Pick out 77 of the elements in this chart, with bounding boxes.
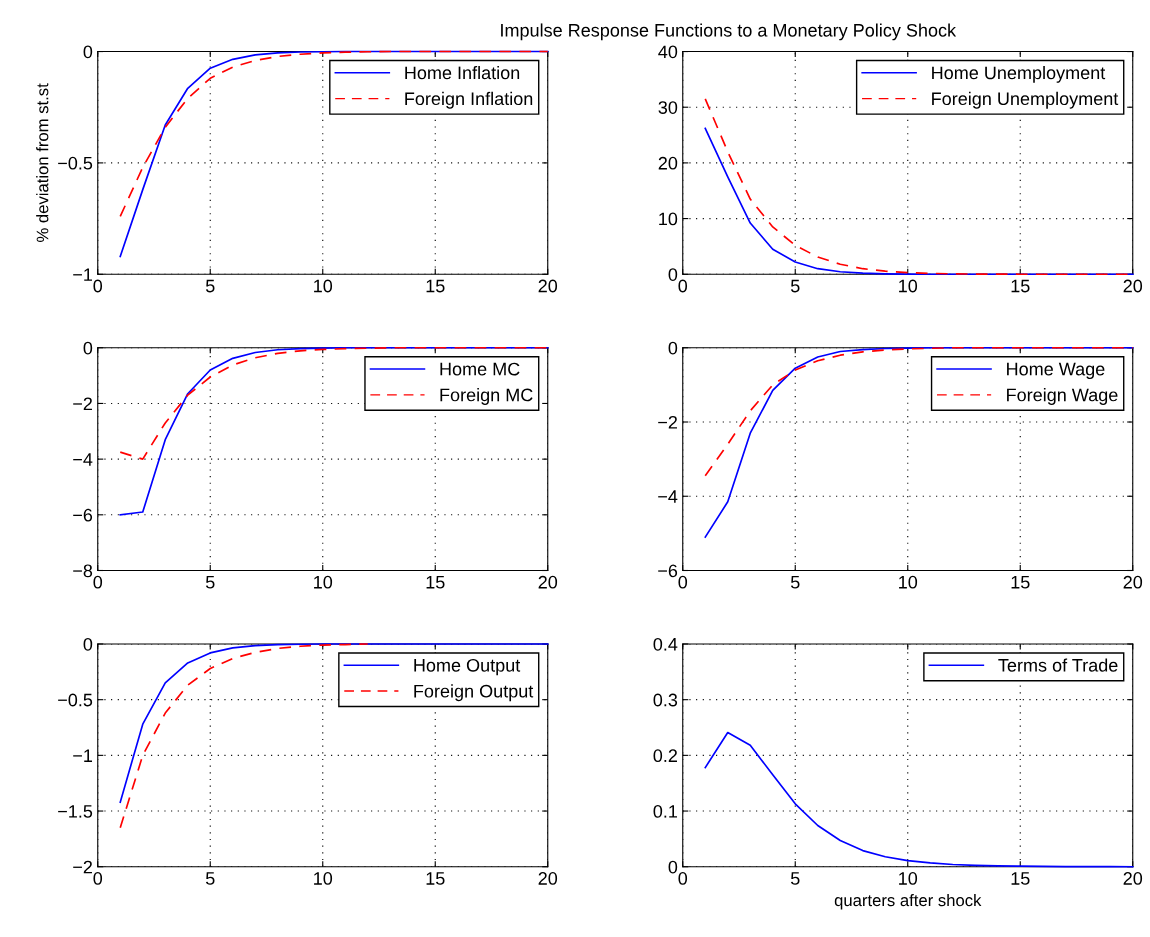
y-tick-label: 0 [668,860,678,874]
x-tick-label: 10 [314,575,333,589]
y-tick-label: 0 [83,637,93,651]
x-tick-label: 10 [314,872,333,885]
x-tick-label: 0 [93,575,103,589]
y-tick-label: −6 [73,508,93,522]
line-series [119,50,549,218]
x-tick-label: 20 [1123,872,1143,885]
x-tick-label: 0 [678,872,688,885]
x-tick-label: 20 [1123,575,1143,589]
x-tick-label: 20 [538,575,558,589]
legend-label: Home Output [414,658,521,676]
y-tick-label: 0.4 [653,637,678,651]
chart-title: Impulse Response Functions to a Monetary Policy Shock [501,23,957,41]
y-tick-label: −4 [658,490,678,503]
x-tick-label: 15 [426,279,445,293]
y-tick-label: −1 [73,268,93,281]
x-tick-label: 20 [538,279,558,293]
y-tick-label: 0 [83,45,93,59]
y-tick-label: −0.5 [58,156,93,170]
y-tick-label: −2 [73,860,92,874]
x-tick-label: 5 [205,872,215,885]
legend-label: Foreign Wage [1007,388,1118,405]
x-tick-label: 10 [899,279,918,293]
x-tick-label: 5 [790,279,800,293]
legend-label: Foreign Unemployment [932,91,1119,109]
x-tick-label: 5 [790,576,800,589]
line-series [704,731,1134,868]
y-tick-label: 30 [658,101,678,114]
y-tick-label: −1 [73,749,93,762]
x-tick-label: 10 [899,872,918,885]
line-series [704,346,1134,477]
y-tick-label: 0 [668,341,678,355]
x-tick-label: 10 [899,575,918,589]
y-tick-label: −1.5 [58,805,93,818]
y-tick-label: 40 [658,45,678,59]
x-tick-label: 0 [678,279,688,293]
x-tick-label: 5 [205,576,215,589]
y-tick-label: 0.1 [653,804,678,818]
legend-label: Home Inflation [405,65,520,80]
x-tick-label: 15 [426,872,445,885]
legend-label: Foreign Inflation [405,91,533,109]
y-tick-label: 0 [83,341,93,355]
x-tick-label: 15 [1011,576,1030,589]
y-tick-label: −4 [73,453,93,466]
legend-label: Foreign MC [440,388,533,405]
line-series [119,643,549,803]
legend-label: Home Unemployment [932,65,1106,83]
x-tick-label: 20 [538,872,558,885]
x-tick-label: 5 [790,872,800,885]
y-tick-label: −0.5 [58,693,93,707]
legend-label: Terms of Trade [998,658,1118,672]
y-tick-label: 10 [659,212,678,226]
legend-label: Home Wage [1007,362,1105,380]
y-tick-label: −8 [73,564,93,578]
y-tick-label: 20 [658,156,678,170]
x-tick-label: 0 [93,872,103,885]
line-series [119,346,549,460]
x-tick-label: 10 [314,279,333,293]
x-tick-label: 15 [426,576,445,589]
legend-label: Foreign Output [414,684,534,702]
line-series [119,643,369,829]
x-tick-label: 15 [1011,872,1030,885]
x-tick-label: 5 [205,279,215,293]
x-tick-label: 20 [1123,279,1143,293]
legend-label: Home MC [440,362,520,376]
x-tick-label: 0 [93,279,103,293]
x-tick-label: 0 [678,575,688,589]
y-tick-label: −2 [658,415,677,429]
y-tick-label: 0.3 [653,693,678,707]
y-tick-label: 0.2 [653,749,677,763]
x-axis-title: quarters after shock [834,893,982,910]
y-axis-title: % deviation from st.st [36,83,49,242]
y-tick-label: −2 [73,397,92,410]
x-tick-label: 15 [1011,279,1030,293]
y-tick-label: 0 [668,268,678,281]
y-tick-label: −6 [658,564,678,578]
